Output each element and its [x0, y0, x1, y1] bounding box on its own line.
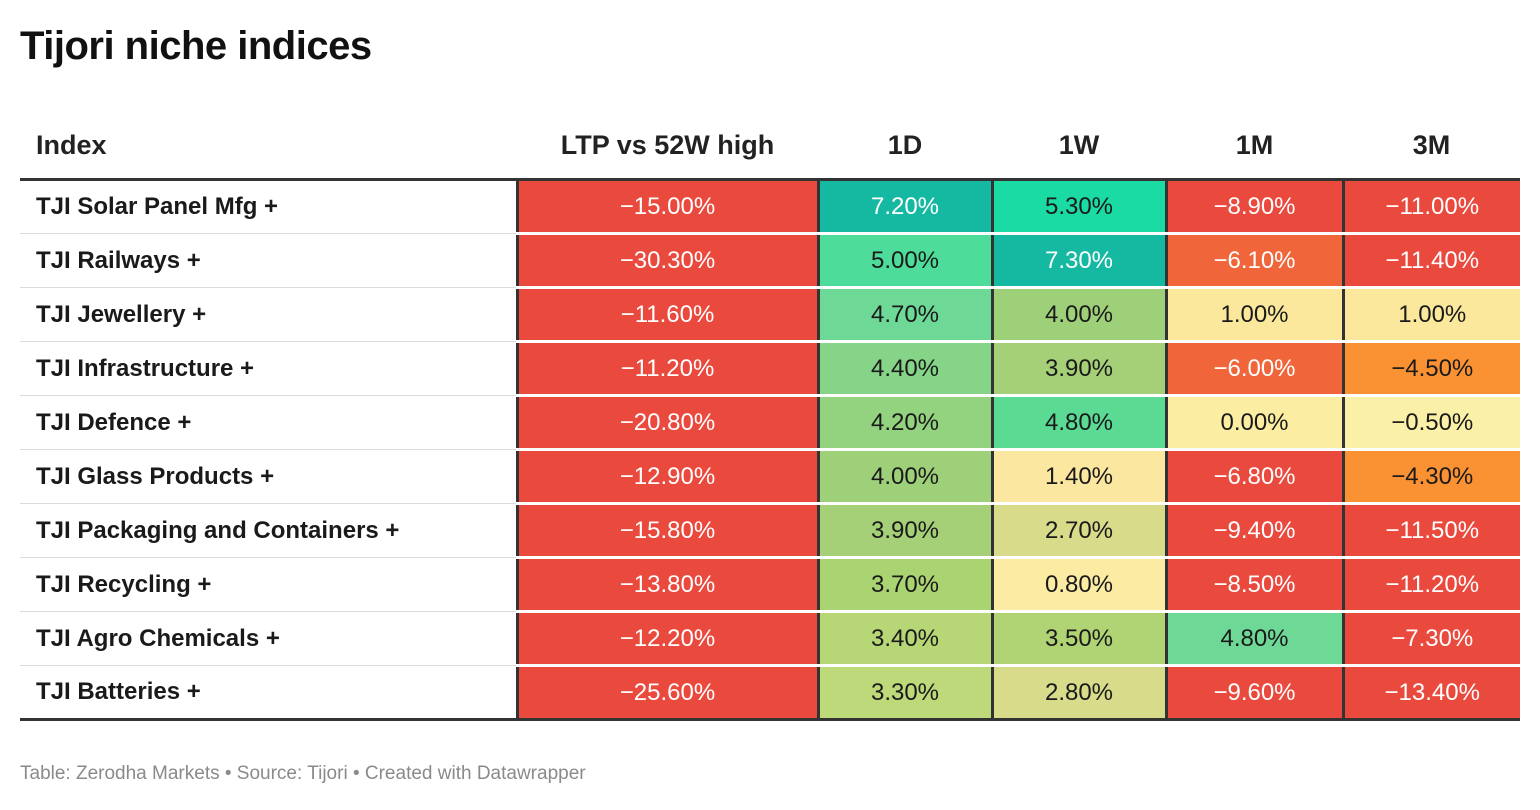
column-header-1d: 1D	[818, 112, 992, 181]
table-row: TJI Glass Products + −12.90% 4.00% 1.40% −6.…	[20, 449, 1520, 505]
table-row: TJI Recycling + −13.80% 3.70% 0.80% −8.50% −1…	[20, 557, 1520, 613]
source-footer: Table: Zerodha Markets • Source: Tijori …	[20, 763, 586, 784]
value-cell-1w: 2.80%	[990, 665, 1166, 721]
value-cell-1d: 4.70%	[816, 287, 992, 343]
value-cell-1m: −6.00%	[1164, 341, 1343, 397]
index-name-cell: TJI Solar Panel Mfg +	[20, 179, 517, 234]
column-header-1w: 1W	[992, 112, 1166, 181]
column-header-1m: 1M	[1166, 112, 1343, 181]
column-header-ltp-vs-52w-high: LTP vs 52W high	[517, 112, 818, 181]
header-row: Index LTP vs 52W high 1D 1W 1M 3M	[20, 112, 1520, 181]
table-row: TJI Agro Chemicals + −12.20% 3.40% 3.50% 4.8…	[20, 611, 1520, 667]
value-cell-1d: 3.70%	[816, 557, 992, 613]
value-cell-1m: −9.40%	[1164, 503, 1343, 559]
value-cell-1m: −8.50%	[1164, 557, 1343, 613]
value-cell-1w: 7.30%	[990, 233, 1166, 289]
value-cell-3m: −11.20%	[1341, 557, 1520, 613]
index-name-cell: TJI Defence +	[20, 395, 517, 450]
column-header-3m: 3M	[1343, 112, 1520, 181]
value-cell-3m: −4.30%	[1341, 449, 1520, 505]
value-cell-1w: 1.40%	[990, 449, 1166, 505]
value-cell-ltp-vs-52w-high: −13.80%	[515, 557, 818, 613]
value-cell-ltp-vs-52w-high: −12.20%	[515, 611, 818, 667]
value-cell-3m: −4.50%	[1341, 341, 1520, 397]
heatmap-table: Index LTP vs 52W high 1D 1W 1M 3M TJI So…	[20, 112, 1520, 721]
index-name-cell: TJI Batteries +	[20, 665, 517, 721]
value-cell-1d: 7.20%	[816, 179, 992, 235]
value-cell-ltp-vs-52w-high: −15.00%	[515, 179, 818, 235]
value-cell-ltp-vs-52w-high: −11.20%	[515, 341, 818, 397]
table-body: TJI Solar Panel Mfg + −15.00% 7.20% 5.30% −8…	[20, 179, 1520, 721]
table-row: TJI Solar Panel Mfg + −15.00% 7.20% 5.30% −8…	[20, 179, 1520, 235]
column-header-index: Index	[20, 112, 517, 181]
value-cell-1m: 4.80%	[1164, 611, 1343, 667]
value-cell-ltp-vs-52w-high: −12.90%	[515, 449, 818, 505]
page-title: Tijori niche indices	[20, 24, 372, 68]
index-name-cell: TJI Agro Chemicals +	[20, 611, 517, 666]
value-cell-3m: −11.40%	[1341, 233, 1520, 289]
value-cell-ltp-vs-52w-high: −25.60%	[515, 665, 818, 721]
value-cell-1m: 0.00%	[1164, 395, 1343, 451]
value-cell-1d: 4.40%	[816, 341, 992, 397]
table-row: TJI Railways + −30.30% 5.00% 7.30% −6.10% −11…	[20, 233, 1520, 289]
index-name-cell: TJI Jewellery +	[20, 287, 517, 342]
value-cell-1d: 4.00%	[816, 449, 992, 505]
value-cell-3m: −0.50%	[1341, 395, 1520, 451]
value-cell-3m: 1.00%	[1341, 287, 1520, 343]
value-cell-1m: −8.90%	[1164, 179, 1343, 235]
value-cell-1m: 1.00%	[1164, 287, 1343, 343]
index-name-cell: TJI Railways +	[20, 233, 517, 288]
value-cell-1w: 2.70%	[990, 503, 1166, 559]
value-cell-1w: 5.30%	[990, 179, 1166, 235]
value-cell-1d: 3.30%	[816, 665, 992, 721]
value-cell-1d: 5.00%	[816, 233, 992, 289]
value-cell-3m: −11.50%	[1341, 503, 1520, 559]
value-cell-1w: 4.00%	[990, 287, 1166, 343]
value-cell-ltp-vs-52w-high: −15.80%	[515, 503, 818, 559]
value-cell-1m: −6.80%	[1164, 449, 1343, 505]
value-cell-1m: −9.60%	[1164, 665, 1343, 721]
table-row: TJI Packaging and Containers + −15.80% 3.9…	[20, 503, 1520, 559]
value-cell-1w: 3.90%	[990, 341, 1166, 397]
value-cell-3m: −11.00%	[1341, 179, 1520, 235]
index-name-cell: TJI Packaging and Containers +	[20, 503, 517, 558]
table-row: TJI Jewellery + −11.60% 4.70% 4.00% 1.00% 1.0…	[20, 287, 1520, 343]
value-cell-3m: −13.40%	[1341, 665, 1520, 721]
value-cell-1w: 0.80%	[990, 557, 1166, 613]
value-cell-1d: 3.40%	[816, 611, 992, 667]
index-name-cell: TJI Recycling +	[20, 557, 517, 612]
value-cell-1w: 3.50%	[990, 611, 1166, 667]
value-cell-ltp-vs-52w-high: −30.30%	[515, 233, 818, 289]
value-cell-1d: 4.20%	[816, 395, 992, 451]
table-row: TJI Batteries + −25.60% 3.30% 2.80% −9.60% −1…	[20, 665, 1520, 721]
value-cell-1d: 3.90%	[816, 503, 992, 559]
value-cell-1w: 4.80%	[990, 395, 1166, 451]
value-cell-3m: −7.30%	[1341, 611, 1520, 667]
table-row: TJI Infrastructure + −11.20% 4.40% 3.90% −6.…	[20, 341, 1520, 397]
table-row: TJI Defence + −20.80% 4.20% 4.80% 0.00% −0.50…	[20, 395, 1520, 451]
value-cell-1m: −6.10%	[1164, 233, 1343, 289]
index-name-cell: TJI Glass Products +	[20, 449, 517, 504]
value-cell-ltp-vs-52w-high: −20.80%	[515, 395, 818, 451]
value-cell-ltp-vs-52w-high: −11.60%	[515, 287, 818, 343]
index-name-cell: TJI Infrastructure +	[20, 341, 517, 396]
